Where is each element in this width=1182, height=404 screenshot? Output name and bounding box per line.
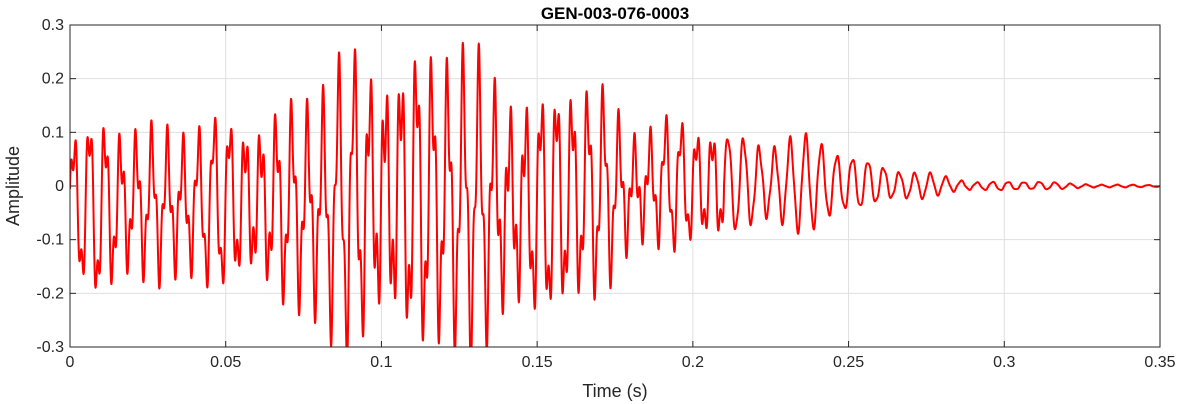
x-tick-label: 0 <box>66 354 75 371</box>
y-tick-label: 0.3 <box>42 17 64 34</box>
x-tick-label: 0.1 <box>370 354 392 371</box>
x-tick-label: 0.15 <box>522 354 553 371</box>
x-tick-label: 0.35 <box>1144 354 1175 371</box>
x-tick-label: 0.3 <box>993 354 1015 371</box>
y-tick-label: 0 <box>55 178 64 195</box>
x-axis-ticks: 0 0.05 0.1 0.15 0.2 0.25 0.3 0.35 <box>66 25 1176 371</box>
signal-series <box>70 41 1160 347</box>
y-tick-label: -0.1 <box>36 232 64 249</box>
x-tick-label: 0.2 <box>682 354 704 371</box>
x-axis-label: Time (s) <box>582 381 647 401</box>
y-tick-label: -0.3 <box>36 339 64 356</box>
x-tick-label: 0.25 <box>833 354 864 371</box>
y-tick-label: 0.2 <box>42 71 64 88</box>
chart-title: GEN-003-076-0003 <box>541 4 689 23</box>
y-tick-label: 0.1 <box>42 124 64 141</box>
y-tick-label: -0.2 <box>36 285 64 302</box>
y-axis-ticks: 0.3 0.2 0.1 0 -0.1 -0.2 -0.3 <box>36 17 1160 356</box>
signal-line <box>70 41 1160 347</box>
y-axis-label: Amplitude <box>3 146 23 226</box>
x-tick-label: 0.05 <box>210 354 241 371</box>
